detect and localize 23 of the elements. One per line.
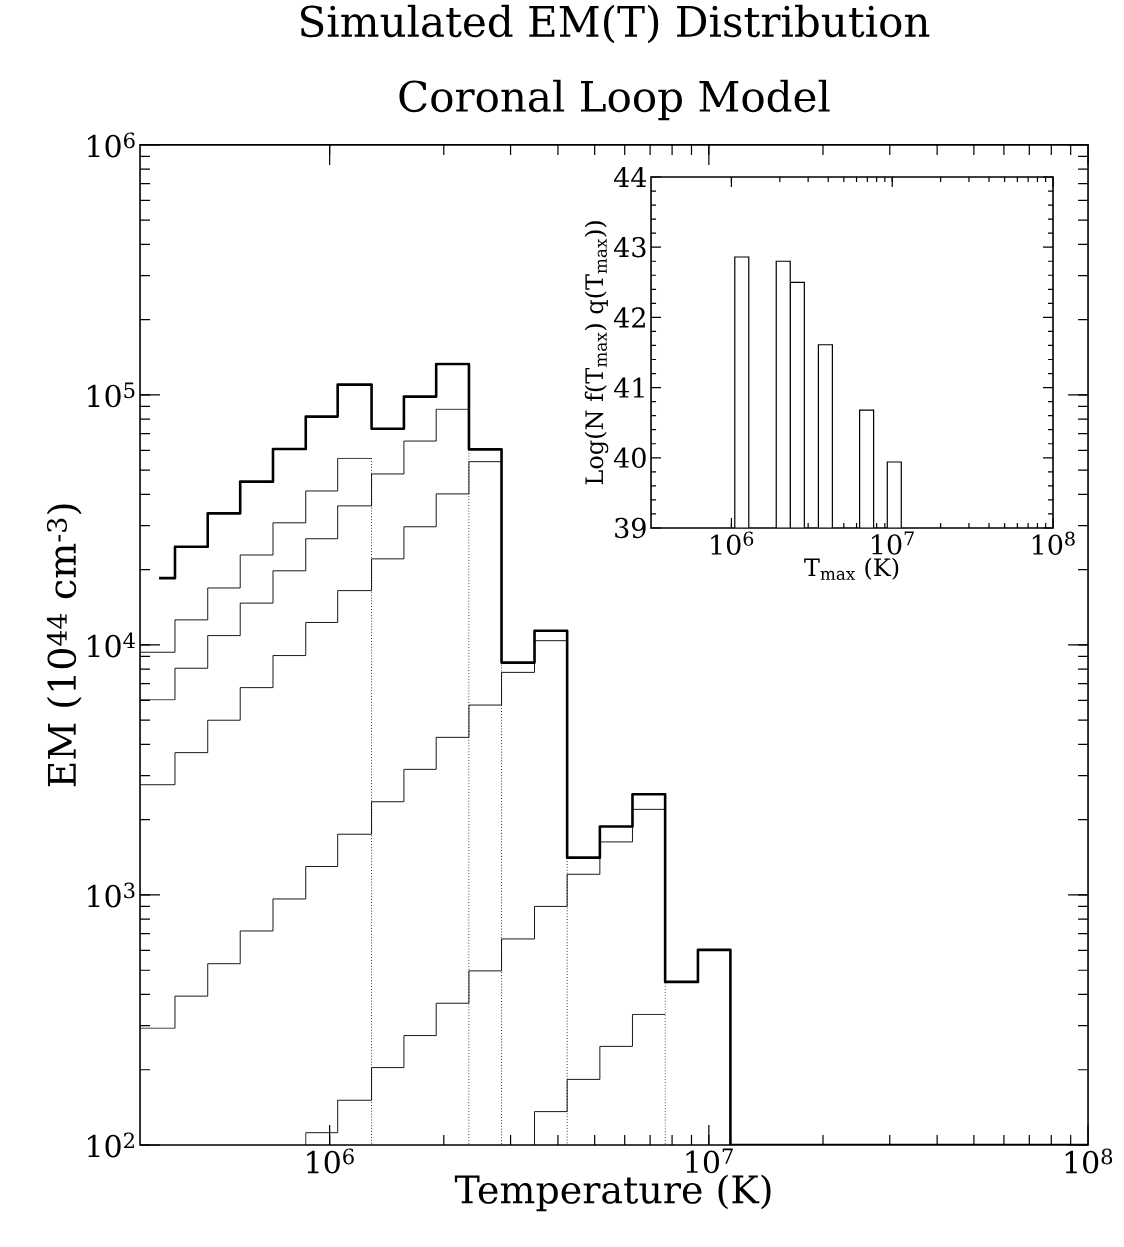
- y-tick-label: 43: [613, 236, 646, 258]
- y-tick-label: 42: [613, 307, 645, 328]
- x-axis-title: T$_{max}$ (K): [804, 557, 899, 581]
- x-tick-label: 10$^{8}$: [1032, 531, 1075, 555]
- y-tick-label: 41: [613, 377, 644, 398]
- x-tick-label: 10$^{7}$: [872, 531, 914, 555]
- x-tick-label: 10$^{6}$: [307, 1148, 354, 1174]
- x-axis-title: Temperature (K): [454, 1174, 771, 1212]
- y-tick-label: 10$^{5}$: [88, 382, 135, 408]
- y-tick-label: 10$^{6}$: [88, 132, 135, 158]
- x-tick-label: 10$^{6}$: [711, 531, 754, 555]
- x-tick-label: 10$^{8}$: [1065, 1148, 1113, 1174]
- chart-title: Simulated EM(T) Distribution: [301, 4, 930, 44]
- y-tick-label: 10$^{3}$: [88, 882, 135, 908]
- y-axis-title: EM (10$^{44}$ cm$^{-3}$): [46, 504, 82, 787]
- y-tick-label: 10$^{2}$: [88, 1132, 134, 1158]
- x-tick-label: 10$^{7}$: [686, 1148, 733, 1174]
- y-tick-label: 44: [613, 166, 647, 188]
- y-axis-title: Log(N f(T$_{max}$) q(T$_{max}$)): [584, 221, 609, 485]
- chart-subtitle: Coronal Loop Model: [399, 79, 830, 121]
- y-tick-label: 10$^{4}$: [88, 632, 135, 658]
- y-tick-label: 40: [613, 447, 646, 468]
- y-tick-label: 39: [615, 517, 646, 539]
